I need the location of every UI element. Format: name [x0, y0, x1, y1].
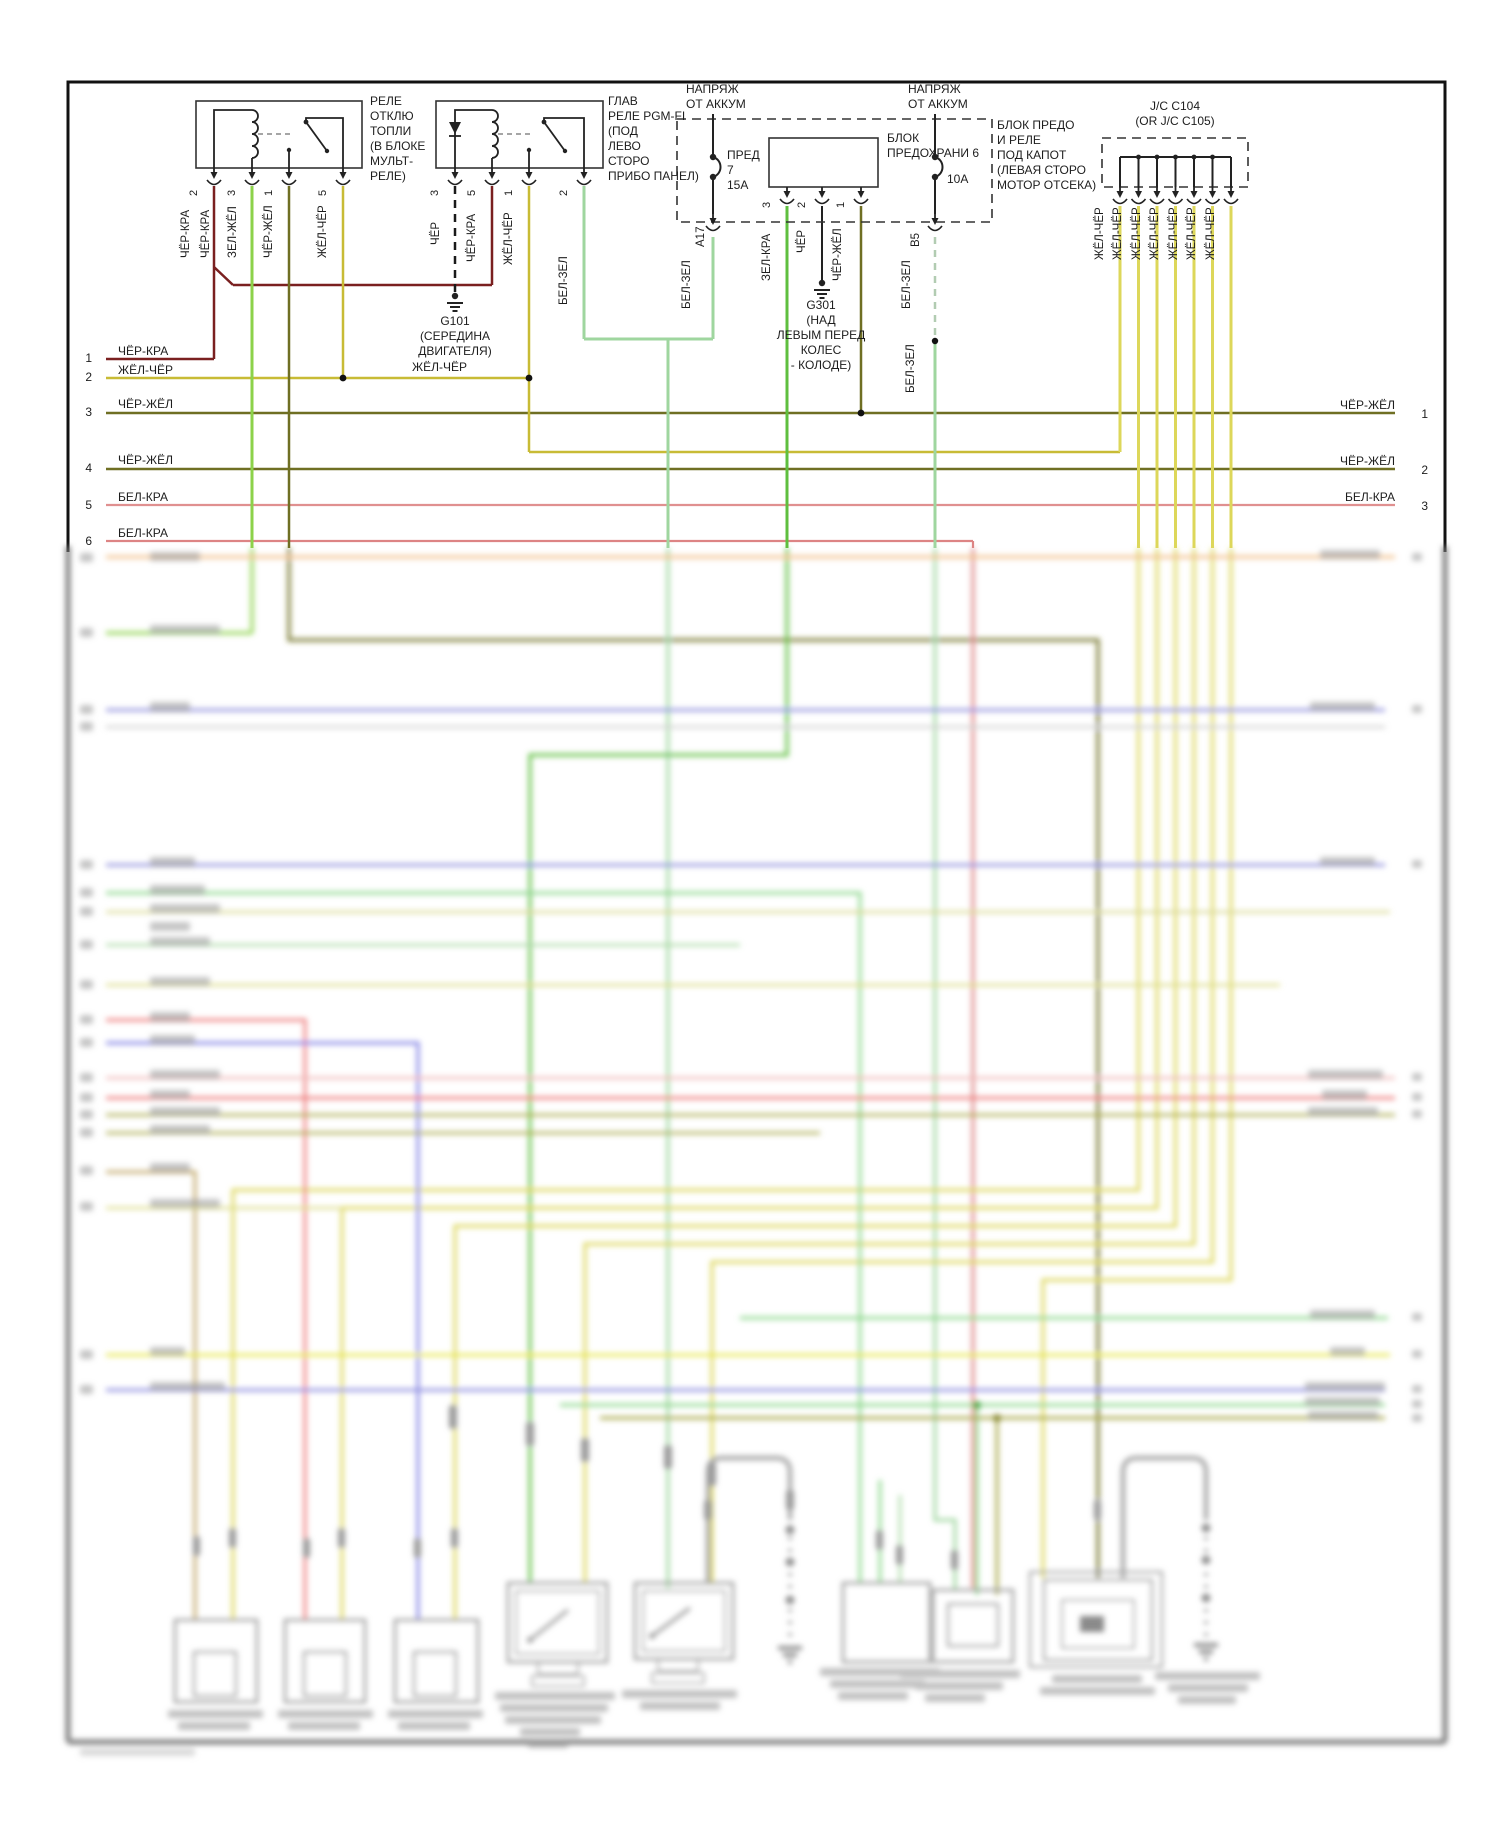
row-number: 3 — [85, 405, 92, 419]
row-number: 5 — [85, 498, 92, 512]
jc-bus — [1119, 154, 1232, 187]
fuse7-label: ПРЕД 7 15А — [727, 148, 760, 192]
relay2-pin-number: 3 — [429, 189, 441, 196]
wire-color-label: ЧЁР-КРА — [200, 209, 212, 258]
row-number: 4 — [85, 461, 92, 475]
row-number: 2 — [1421, 463, 1428, 477]
wire-color-label: ЗЕЛ-КРА — [761, 233, 773, 281]
relay1-pin-number: 1 — [263, 189, 275, 196]
underhood-box-label: БЛОК ПРЕДО И РЕЛЕ ПОД КАПОТ (ЛЕВАЯ СТОРО… — [997, 118, 1097, 192]
g101-label: G101 (СЕРЕДИНА ДВИГАТЕЛЯ) — [418, 314, 492, 358]
row-wire-label: ЧЁР-КРА — [118, 344, 169, 358]
underhood-box — [676, 118, 993, 223]
relay1-internals — [213, 109, 344, 168]
wire-color-label: ЖЁЛ-ЧЁР — [1131, 207, 1143, 260]
g301-label: G301 (НАД ЛЕВЫМ ПЕРЕД КОЛЕС - КОЛОДЕ) — [776, 298, 866, 372]
relay1-pin-number: 3 — [226, 189, 238, 196]
zhel-cher-wire-b — [527, 186, 1120, 454]
fuse-block6-label: БЛОК ПРЕДОХРАНИ 6 — [887, 131, 980, 160]
row-number: 2 — [85, 370, 92, 384]
row-number: 3 — [1421, 499, 1428, 513]
fuse-block-pin-number: 1 — [835, 201, 847, 208]
bel-zel-wires — [582, 186, 715, 548]
wire-color-label: ЖЁЛ-ЧЁР — [1094, 207, 1106, 260]
jc-box — [1101, 137, 1249, 188]
junction-dot — [857, 409, 865, 417]
wire-color-label: ЖЁЛ-ЧЁР — [1112, 207, 1124, 260]
wire-color-label: ЧЁР-КРА — [466, 213, 478, 262]
wire-color-label: ЖЁЛ-ЧЁР — [503, 212, 515, 265]
relay1-pin-number: 2 — [188, 189, 200, 196]
fuse-block-pin-number: 3 — [761, 201, 773, 208]
row-wire-label: ЧЁР-ЖЁЛ — [118, 453, 173, 467]
wire-color-label: ЖЁЛ-ЧЁР — [1205, 207, 1217, 260]
wire-color-label: ЧЁР — [430, 221, 442, 245]
wire-color-label: ЗЕЛ-ЖЁЛ — [227, 206, 239, 258]
row-wire-label: ЖЁЛ-ЧЁР — [118, 363, 173, 377]
wire-color-label: ЧЁР-ЖЁЛ — [263, 205, 275, 258]
wire-color-label: БЕЛ-ЗЕЛ — [905, 344, 917, 393]
wire-color-label: БЕЛ-ЗЕЛ — [558, 256, 570, 305]
row2-mid-wire-label: ЖЁЛ-ЧЁР — [412, 360, 467, 374]
wire-color-label: ЖЁЛ-ЧЁР — [317, 205, 329, 258]
blurred-lower-circuit — [65, 546, 1448, 1756]
row-wire-label: БЕЛ-КРА — [118, 490, 168, 504]
relay2-pin-number: 2 — [558, 189, 570, 196]
cher-kra-wires — [212, 186, 494, 359]
relay2-internals — [449, 109, 585, 168]
row-wire-label: БЕЛ-КРА — [118, 526, 168, 540]
row-wire-label: ЧЁР-ЖЁЛ — [1340, 454, 1395, 468]
page-border-top — [66, 80, 1447, 552]
junction-dot — [525, 374, 533, 382]
wire-color-label: ЖЁЛ-ЧЁР — [1149, 207, 1161, 260]
relay2-label: ГЛАВ РЕЛЕ PGM-FI (ПОД ЛЕВО СТОРО ПРИБО П… — [608, 94, 699, 183]
row-number: 1 — [85, 351, 92, 365]
connector-b5-label: В5 — [910, 232, 922, 247]
relay2-pin-number: 5 — [466, 189, 478, 196]
wire-color-label: ЧЁР-КРА — [180, 209, 192, 258]
jc-label: J/C C104 (OR J/C C105) — [1135, 99, 1215, 128]
fuse10-symbol — [931, 114, 944, 214]
jc-wires — [1137, 206, 1233, 548]
fuse10-label: 10А — [947, 172, 969, 186]
fuse-block6-box — [768, 137, 879, 188]
fuse7-symbol — [709, 114, 722, 214]
row6-wire — [106, 539, 975, 548]
junction-dot — [339, 374, 347, 382]
wire-color-label: БЕЛ-ЗЕЛ — [681, 260, 693, 309]
row-wire-label: ЧЁР-ЖЁЛ — [1340, 398, 1395, 412]
row-number: 1 — [1421, 407, 1428, 421]
row-wire-label: БЕЛ-КРА — [1345, 490, 1395, 504]
wire-color-label: ЧЁР — [796, 229, 808, 253]
battery-feed-left-label: НАПРЯЖ ОТ АККУМ — [686, 82, 746, 111]
g301-ground-symbol — [813, 278, 831, 299]
battery-feed-right-label: НАПРЯЖ ОТ АККУМ — [908, 82, 968, 111]
top-circuit — [66, 80, 1447, 552]
relay2-pin-number: 1 — [503, 189, 515, 196]
row-wire-label: ЧЁР-ЖЁЛ — [118, 397, 173, 411]
relay1-label: РЕЛЕ ОТКЛЮ ТОПЛИ (В БЛОКЕ МУЛЬТ- РЕЛЕ) — [370, 94, 426, 183]
g101-ground-symbol — [446, 291, 464, 312]
wire-color-label: ЖЁЛ-ЧЁР — [1186, 207, 1198, 260]
junction-dot — [931, 337, 939, 345]
relay1-pin-number: 5 — [317, 189, 329, 196]
wire-color-label: БЕЛ-ЗЕЛ — [901, 260, 913, 309]
wire-color-label: ЖЁЛ-ЧЁР — [1168, 207, 1180, 260]
row-number: 6 — [85, 534, 92, 548]
fuse-block-pin-number: 2 — [796, 201, 808, 208]
wire-color-label: ЧЁР-ЖЁЛ — [832, 228, 844, 281]
connector-a17-label: А17 — [695, 226, 707, 247]
